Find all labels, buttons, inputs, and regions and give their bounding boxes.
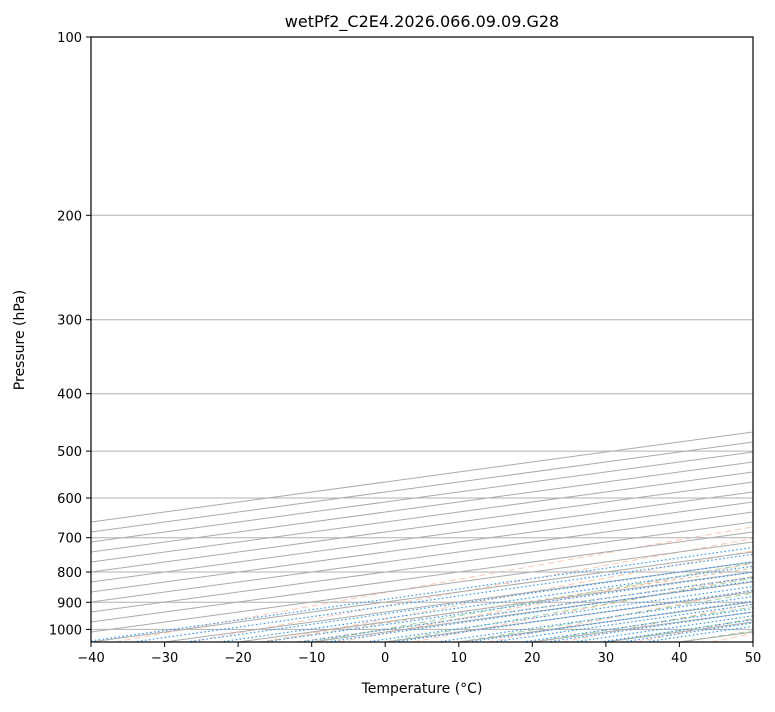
y-tick-label: 700 <box>57 532 82 547</box>
x-tick-label: −20 <box>224 651 251 666</box>
x-tick-label: −30 <box>151 651 178 666</box>
x-tick-label: 40 <box>671 651 688 666</box>
x-tick-label: 30 <box>598 651 615 666</box>
x-tick-label: 50 <box>745 651 762 666</box>
x-tick-label: −10 <box>298 651 325 666</box>
y-tick-label: 900 <box>57 596 82 611</box>
y-tick-label: 800 <box>57 566 82 581</box>
chart-title: wetPf2_C2E4.2026.066.09.09.G28 <box>285 12 559 32</box>
y-tick-label: 300 <box>57 314 82 329</box>
y-axis-label: Pressure (hPa) <box>12 290 28 390</box>
y-tick-label: 500 <box>57 445 82 460</box>
y-tick-label: 400 <box>57 388 82 403</box>
x-tick-label: 0 <box>381 651 389 666</box>
y-tick-label: 200 <box>57 209 82 224</box>
y-tick-label: 600 <box>57 492 82 507</box>
y-tick-label: 1000 <box>49 623 82 638</box>
x-axis-label: Temperature (°C) <box>361 681 483 697</box>
y-tick-label: 100 <box>57 31 82 46</box>
x-tick-label: −40 <box>77 651 104 666</box>
x-tick-label: 10 <box>451 651 468 666</box>
x-tick-label: 20 <box>524 651 541 666</box>
